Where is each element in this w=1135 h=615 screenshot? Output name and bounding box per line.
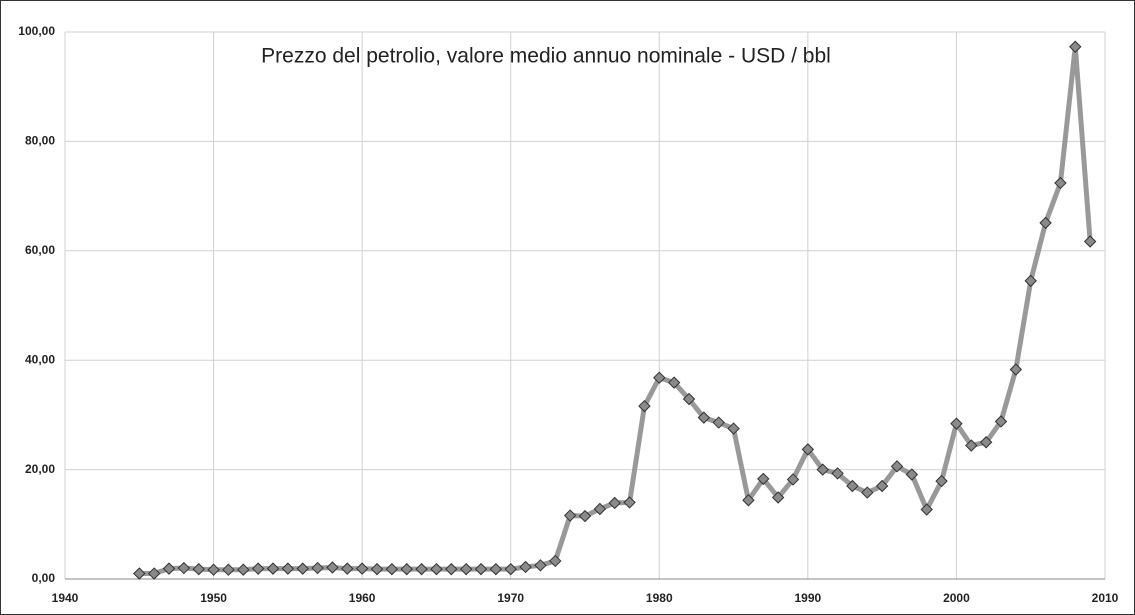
marker — [474, 562, 488, 576]
marker — [786, 473, 800, 486]
marker — [534, 559, 547, 572]
marker — [1083, 235, 1097, 248]
marker — [237, 563, 250, 576]
marker — [831, 467, 844, 480]
chart-title: Prezzo del petrolio, valore medio annuo … — [261, 45, 831, 68]
marker — [1009, 363, 1023, 376]
marker — [385, 562, 399, 576]
marker — [341, 562, 354, 575]
marker — [846, 479, 859, 493]
x-tick-label: 1970 — [497, 591, 524, 605]
marker — [994, 415, 1008, 428]
marker — [712, 416, 725, 429]
marker — [727, 422, 740, 435]
marker — [861, 486, 874, 499]
x-tick-label: 1950 — [200, 591, 227, 605]
marker — [1054, 176, 1067, 190]
marker — [697, 411, 711, 424]
marker — [296, 562, 309, 575]
marker — [415, 562, 428, 576]
x-tick-label: 1990 — [795, 591, 822, 605]
marker — [177, 561, 191, 575]
marker — [667, 376, 681, 389]
marker — [1039, 216, 1052, 230]
x-tick-label: 1960 — [349, 591, 376, 605]
marker — [459, 562, 473, 576]
marker — [445, 562, 458, 576]
y-tick-label: 60,00 — [25, 243, 55, 257]
marker — [890, 460, 904, 473]
marker — [162, 562, 176, 575]
y-tick-label: 40,00 — [25, 352, 55, 366]
x-tick-label: 1940 — [52, 591, 79, 605]
marker — [950, 417, 963, 430]
marker — [370, 562, 384, 576]
marker — [430, 562, 443, 576]
marker — [207, 563, 220, 576]
marker — [638, 399, 651, 413]
marker — [563, 509, 577, 522]
marker — [965, 439, 978, 452]
x-tick-label: 2000 — [943, 591, 970, 605]
marker — [1024, 274, 1037, 288]
marker — [757, 472, 770, 486]
marker — [608, 496, 621, 510]
marker — [1069, 40, 1082, 53]
marker — [653, 371, 666, 384]
marker — [311, 561, 324, 575]
marker — [801, 443, 815, 456]
y-tick-label: 100,00 — [18, 24, 55, 38]
marker — [519, 560, 532, 574]
marker — [742, 494, 755, 507]
marker — [979, 436, 993, 449]
marker — [355, 562, 369, 575]
x-tick-label: 2010 — [1092, 591, 1119, 605]
marker — [920, 503, 933, 516]
y-tick-label: 20,00 — [25, 462, 55, 476]
marker — [192, 562, 205, 576]
marker — [593, 502, 607, 516]
marker — [266, 562, 280, 575]
y-tick-label: 0,00 — [32, 571, 56, 585]
marker — [504, 562, 517, 576]
y-tick-label: 80,00 — [25, 134, 55, 148]
marker — [326, 561, 339, 574]
marker — [816, 463, 829, 476]
marker — [682, 392, 696, 406]
marker — [623, 496, 636, 509]
marker — [281, 562, 295, 575]
marker — [578, 509, 592, 523]
x-tick-label: 1980 — [646, 591, 673, 605]
marker — [875, 479, 889, 493]
marker — [222, 563, 235, 576]
marker — [771, 491, 785, 504]
marker — [133, 567, 146, 580]
marker — [905, 468, 919, 481]
marker — [251, 562, 265, 575]
marker — [147, 567, 161, 580]
marker — [489, 562, 503, 576]
marker — [400, 562, 413, 576]
marker — [935, 474, 948, 488]
marker — [549, 554, 562, 568]
